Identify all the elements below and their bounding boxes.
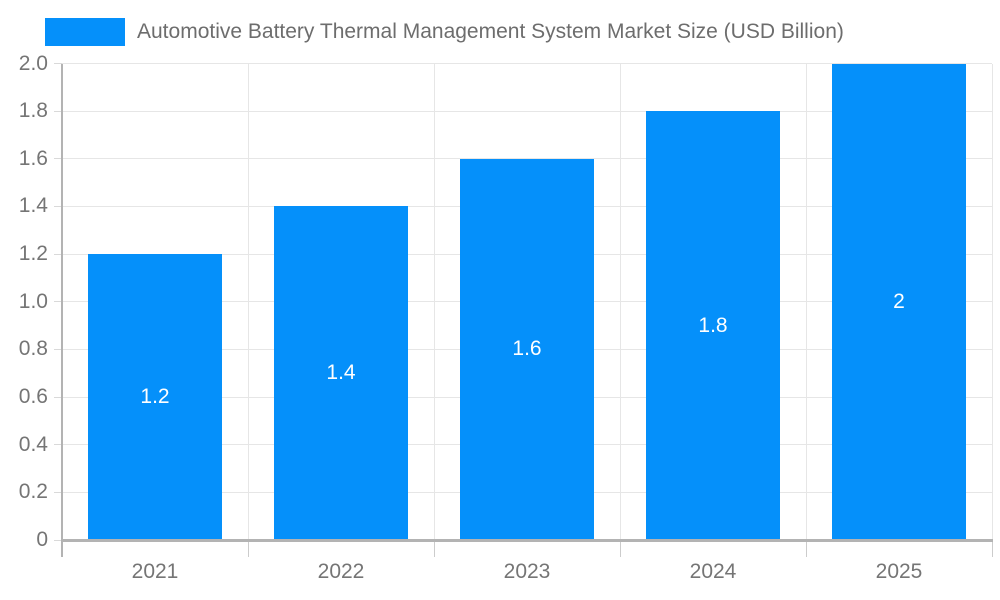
bar-2024[interactable] <box>646 111 780 539</box>
gridline-horizontal <box>62 110 992 112</box>
bar-2021[interactable] <box>88 254 222 539</box>
x-tick-label-2025: 2025 <box>875 560 923 583</box>
gridline-horizontal <box>62 63 992 64</box>
y-axis-tick <box>54 253 62 255</box>
x-tick-label-2024: 2024 <box>689 560 737 583</box>
x-axis-tick <box>247 540 249 557</box>
y-axis-tick <box>54 110 62 112</box>
gridline-vertical <box>619 63 621 540</box>
x-axis-line <box>61 539 993 542</box>
gridline-vertical <box>991 63 993 540</box>
x-axis-tick <box>991 540 993 557</box>
y-axis-tick <box>54 348 62 350</box>
y-axis-tick <box>54 158 62 160</box>
y-axis-line <box>61 63 63 557</box>
legend-swatch[interactable] <box>45 18 125 46</box>
y-tick-label: 1.6 <box>18 146 48 170</box>
bar-value-label: 1.2 <box>140 385 170 409</box>
y-axis-tick <box>54 301 62 303</box>
y-axis-tick <box>54 63 62 64</box>
y-axis-tick <box>54 396 62 398</box>
gridline-vertical <box>433 63 435 540</box>
y-axis-tick <box>54 491 62 493</box>
gridline-vertical <box>247 63 249 540</box>
bar-value-label: 1.8 <box>698 313 728 337</box>
legend: Automotive Battery Thermal Management Sy… <box>45 18 844 46</box>
bar-2025[interactable] <box>832 63 966 539</box>
y-tick-label: 0.8 <box>18 337 48 361</box>
y-tick-label: 0.4 <box>18 432 48 456</box>
chart-title: Automotive Battery Thermal Management Sy… <box>137 20 844 43</box>
y-tick-label: 2.0 <box>18 51 48 75</box>
y-axis-tick <box>54 205 62 207</box>
bar-value-label: 1.6 <box>512 337 542 361</box>
bar-2023[interactable] <box>460 158 594 539</box>
x-tick-label-2022: 2022 <box>317 560 365 583</box>
x-tick-label-2023: 2023 <box>503 560 551 583</box>
x-axis-tick <box>619 540 621 557</box>
y-tick-label: 1.8 <box>18 99 48 123</box>
gridline-vertical <box>805 63 807 540</box>
bar-value-label: 1.4 <box>326 361 356 385</box>
x-tick-label-2021: 2021 <box>131 560 179 583</box>
x-axis-tick <box>805 540 807 557</box>
y-tick-label: 0.6 <box>18 385 48 409</box>
y-tick-label: 0 <box>36 528 48 551</box>
bar-value-label: 2 <box>893 289 905 313</box>
y-tick-label: 0.2 <box>18 480 48 504</box>
y-tick-label: 1.0 <box>18 289 48 313</box>
y-axis-tick <box>54 539 62 541</box>
x-axis-tick <box>433 540 435 557</box>
bar-2022[interactable] <box>274 206 408 539</box>
y-tick-label: 1.2 <box>18 242 48 266</box>
y-axis-tick <box>54 444 62 446</box>
y-tick-label: 1.4 <box>18 194 48 218</box>
